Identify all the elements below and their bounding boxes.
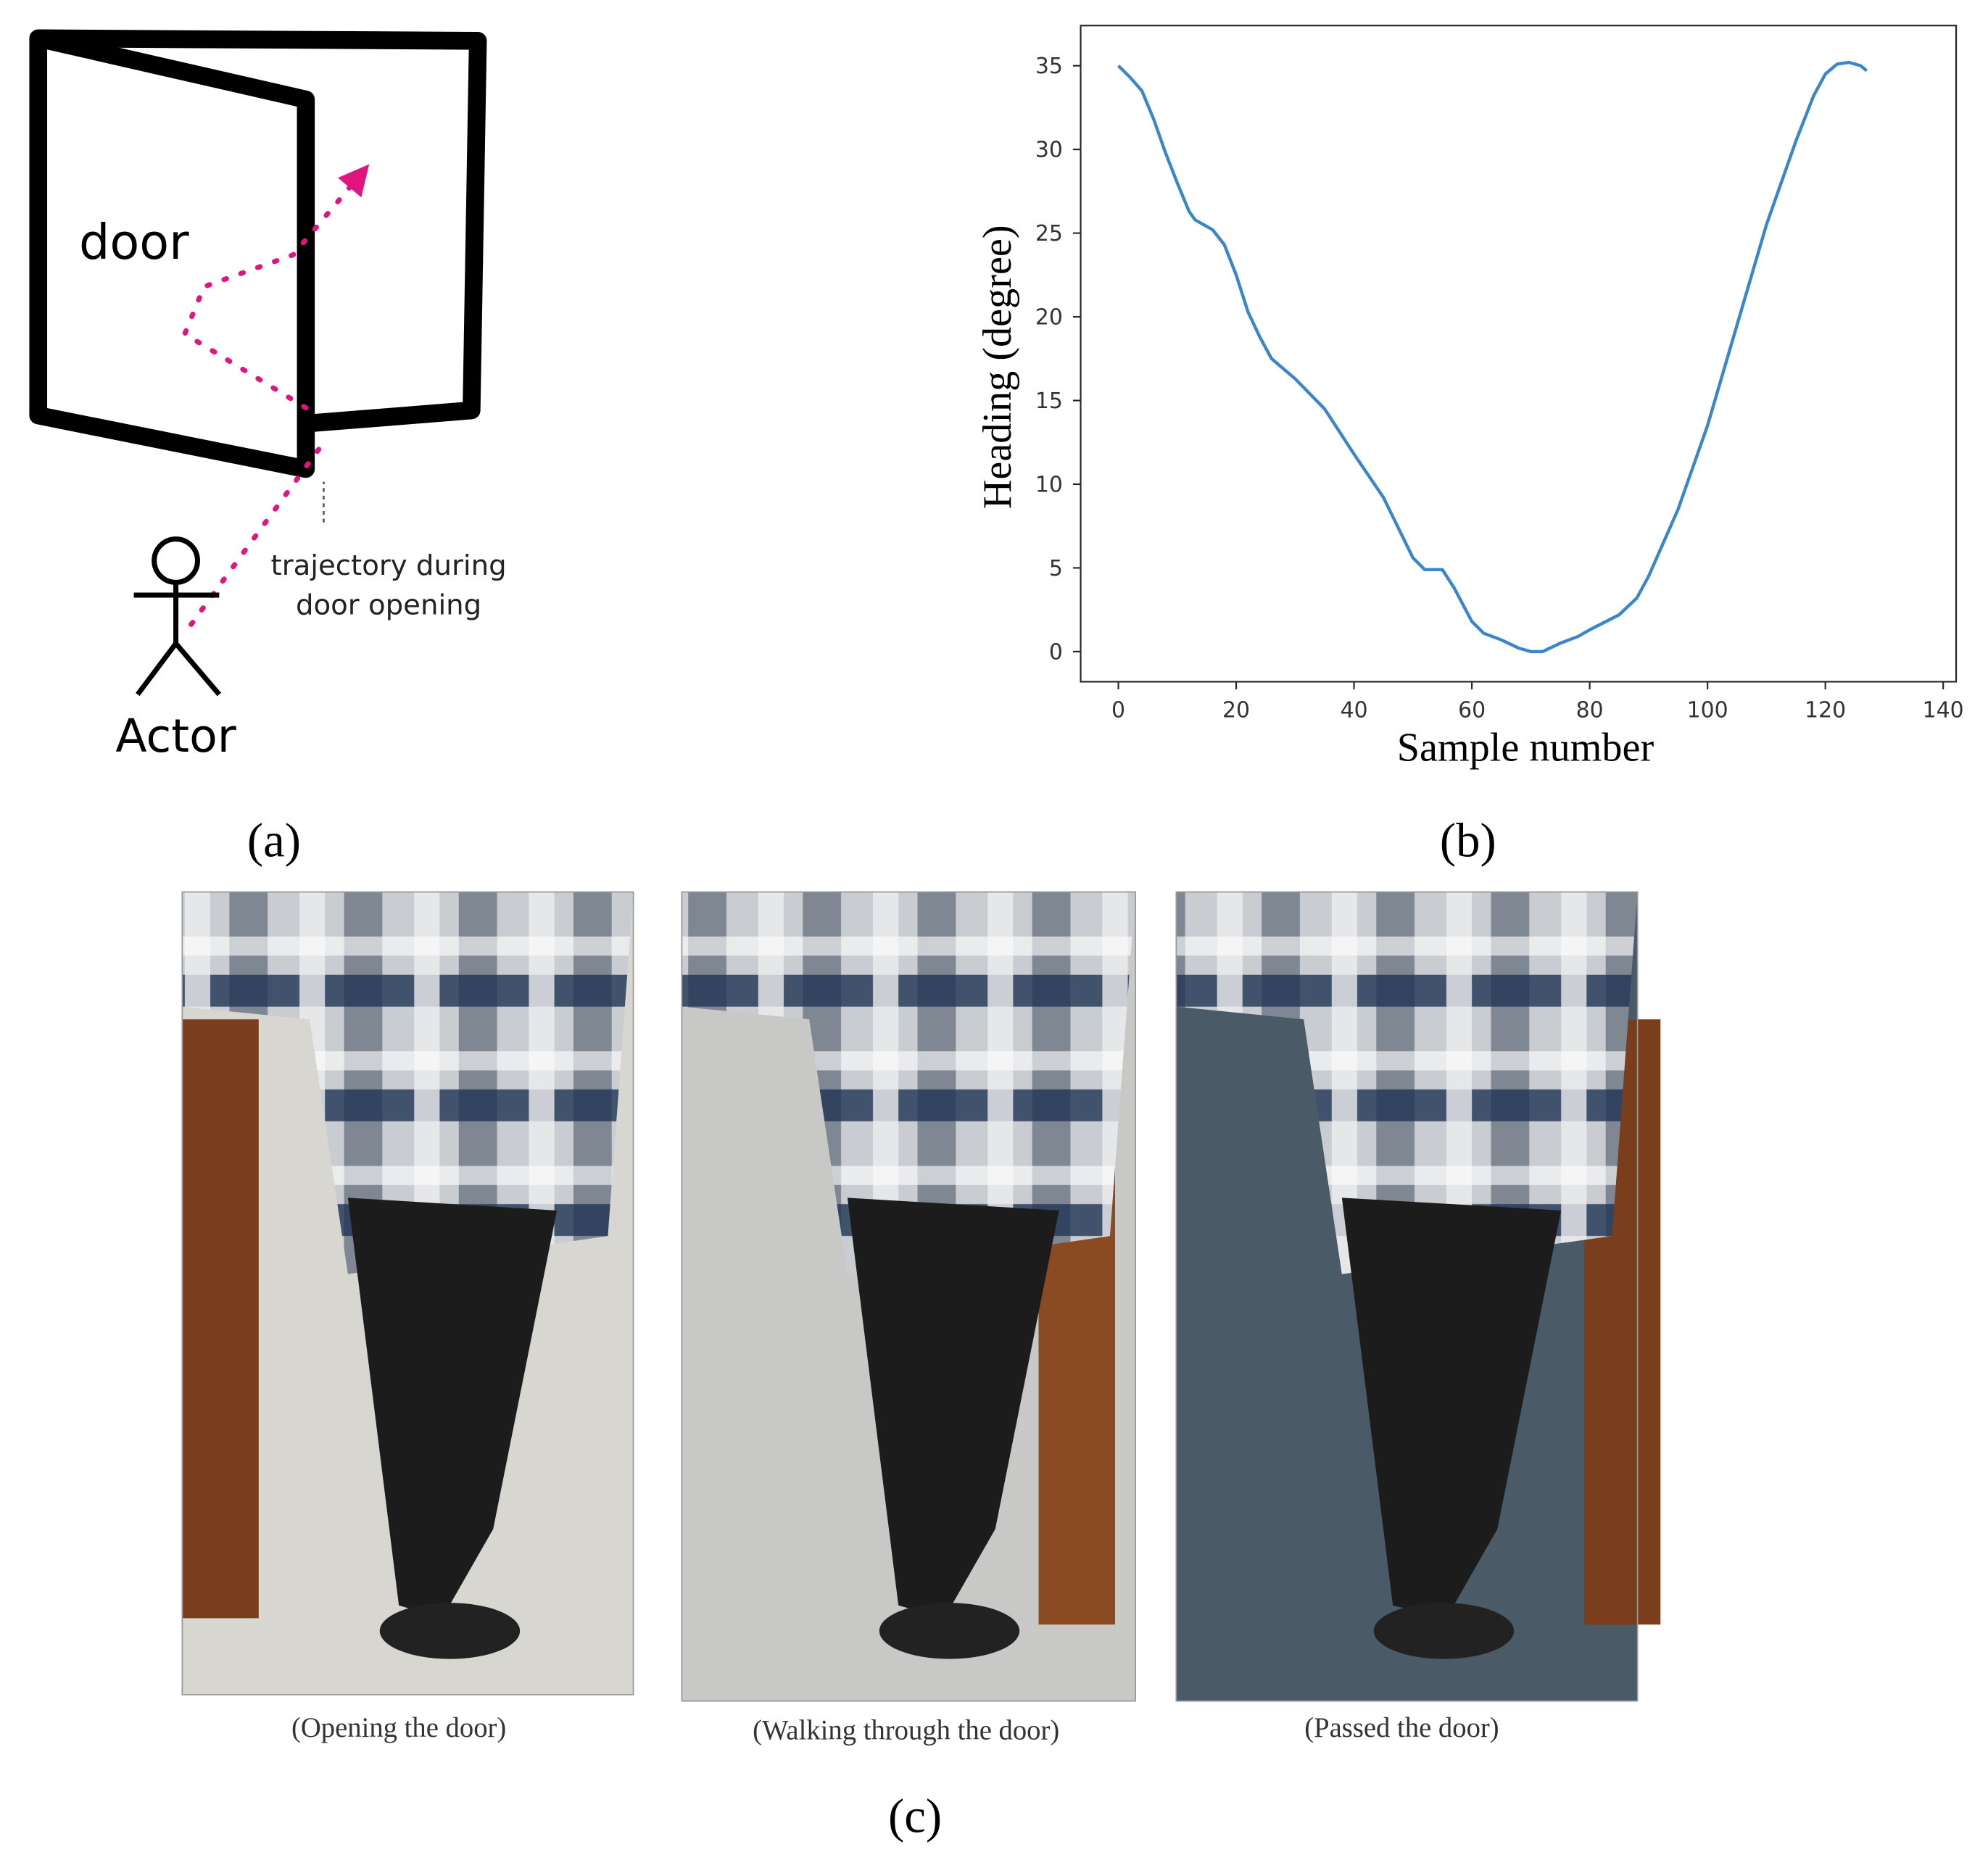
- photo-shirt: [682, 892, 1136, 1274]
- x-tick-label: 120: [1805, 698, 1846, 723]
- panel-label: (b): [1440, 813, 1496, 867]
- door-label: door: [79, 214, 189, 270]
- x-tick-label: 100: [1687, 698, 1728, 723]
- x-tick-label: 140: [1923, 698, 1964, 723]
- photo-shoe: [1373, 1603, 1515, 1659]
- y-tick-label: 35: [1035, 54, 1063, 79]
- y-tick-label: 25: [1035, 221, 1063, 246]
- photo-legs: [1341, 1197, 1562, 1619]
- x-tick-label: 0: [1111, 698, 1125, 723]
- photo-border: [1175, 891, 1639, 1702]
- plot-frame: [1080, 25, 1958, 683]
- photo: [1175, 891, 1661, 1702]
- y-tick-label: 10: [1035, 473, 1063, 498]
- annotation-line: door opening: [296, 589, 481, 621]
- photo-border: [681, 891, 1136, 1702]
- x-tick-label: 40: [1341, 698, 1368, 723]
- annotation-line: trajectory during: [271, 549, 507, 582]
- photo-border: [181, 891, 634, 1695]
- panel-label: (a): [247, 813, 301, 867]
- photo-door: [182, 1019, 259, 1619]
- actor-label: Actor: [115, 709, 236, 763]
- door-leaf: [29, 29, 315, 478]
- x-axis-label: Sample number: [1397, 725, 1654, 770]
- panel-label: (c): [888, 1790, 942, 1843]
- photo-caption: (Passed the door): [1304, 1713, 1499, 1743]
- actor-head: [152, 536, 200, 585]
- photo-caption: (Walking through the door): [753, 1715, 1059, 1745]
- x-tick-label: 20: [1222, 698, 1250, 723]
- x-tick-label: 60: [1458, 698, 1486, 723]
- photo: [681, 891, 1136, 1702]
- photo: [181, 891, 634, 1695]
- x-tick-label: 80: [1576, 698, 1604, 723]
- door-frame: [38, 29, 487, 432]
- photo-shoe: [879, 1603, 1020, 1659]
- photo-shoe: [379, 1603, 521, 1659]
- photo-shirt: [182, 892, 634, 1274]
- y-tick-label: 0: [1049, 639, 1063, 665]
- photo-legs: [847, 1197, 1059, 1619]
- photo-legs: [347, 1197, 558, 1619]
- y-tick-label: 20: [1035, 305, 1063, 331]
- y-axis-label: Heading (degree): [975, 225, 1020, 509]
- photo-caption: (Opening the door): [291, 1713, 506, 1743]
- y-tick-label: 30: [1035, 138, 1063, 163]
- photo-shirt: [1176, 892, 1638, 1274]
- y-tick-label: 5: [1049, 556, 1063, 581]
- heading-line: [1117, 60, 1868, 654]
- actor-body: [133, 582, 222, 697]
- y-tick-label: 15: [1035, 389, 1063, 414]
